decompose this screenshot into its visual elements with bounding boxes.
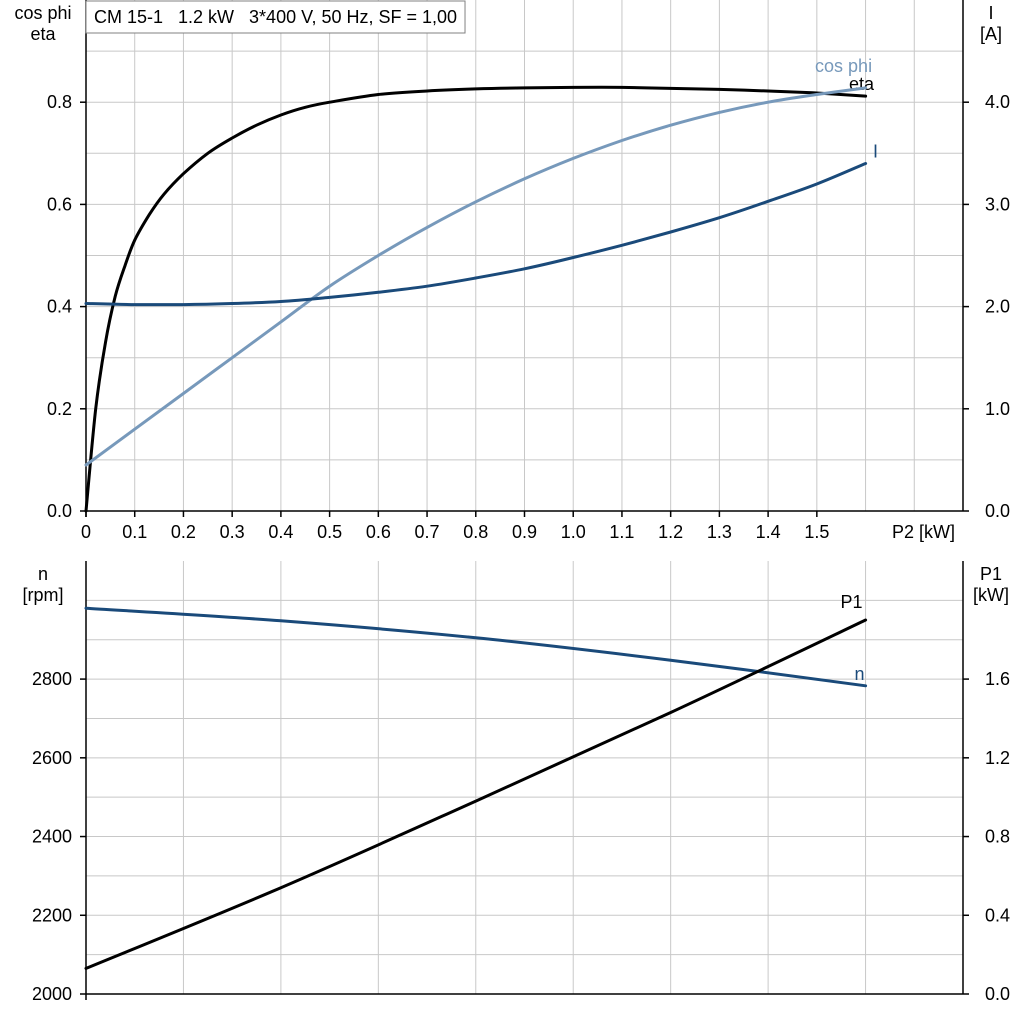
x-tick-label: 0.9 xyxy=(512,522,537,542)
chart-title-box: CM 15-1 1.2 kW 3*400 V, 50 Hz, SF = 1,00 xyxy=(85,0,466,34)
x-tick-label: 1.4 xyxy=(756,522,781,542)
right-axis-title-line: I xyxy=(988,3,993,23)
x-axis-title: P2 [kW] xyxy=(892,522,955,542)
left-tick-label: 2600 xyxy=(32,748,72,768)
x-tick-label: 1.5 xyxy=(804,522,829,542)
x-tick-label: 1.0 xyxy=(561,522,586,542)
chart-panel-top: 0.0 0.2 0.4 0.6 0.8 0.0 1.0 2.0 3.0 4.0 0 0.1 0.2 0.3… xyxy=(14,0,1010,542)
right-axis-title: P1 [kW] xyxy=(973,564,1009,605)
series-label-p1: P1 xyxy=(841,592,863,612)
right-tick-label: 0.0 xyxy=(985,501,1010,521)
right-tick-label: 3.0 xyxy=(985,194,1010,214)
left-tick-label: 2000 xyxy=(32,984,72,1004)
right-axis-title-line: P1 xyxy=(980,564,1002,584)
x-tick-label: 1.1 xyxy=(609,522,634,542)
left-tick-label: 0.4 xyxy=(47,297,72,317)
right-axis-title-line: [kW] xyxy=(973,585,1009,605)
right-axis-title: I [A] xyxy=(980,3,1002,44)
right-tick-label: 1.2 xyxy=(985,748,1010,768)
right-tick-label: 0.0 xyxy=(985,984,1010,1004)
right-tick-label: 0.4 xyxy=(985,905,1010,925)
x-tick-label: 0.6 xyxy=(366,522,391,542)
series-line-n xyxy=(84,606,868,688)
left-axis-title-line: cos phi xyxy=(14,3,71,23)
x-tick-label: 0.1 xyxy=(122,522,147,542)
x-tick-label: 0.3 xyxy=(220,522,245,542)
series-line-p1 xyxy=(84,618,868,970)
x-tick-label: 0.2 xyxy=(171,522,196,542)
right-tick-label: 4.0 xyxy=(985,92,1010,112)
left-tick-label: 0.0 xyxy=(47,501,72,521)
left-axis-title-line: [rpm] xyxy=(22,585,63,605)
chart-title-frame xyxy=(85,0,466,34)
left-axis-title-line: eta xyxy=(30,24,56,44)
left-tick-label: 2800 xyxy=(32,669,72,689)
series-line-cos-phi xyxy=(84,86,868,467)
x-tick-label: 1.3 xyxy=(707,522,732,542)
right-tick-label: 0.8 xyxy=(985,827,1010,847)
left-tick-label: 2400 xyxy=(32,827,72,847)
series-line-eta xyxy=(84,85,868,513)
x-tick-label: 0.8 xyxy=(463,522,488,542)
left-tick-label: 0.2 xyxy=(47,399,72,419)
x-tick-label: 0.7 xyxy=(415,522,440,542)
right-tick-label: 1.6 xyxy=(985,669,1010,689)
left-axis-title-line: n xyxy=(38,564,48,584)
chart-title: CM 15-1 1.2 kW 3*400 V, 50 Hz, SF = 1,00 xyxy=(94,7,457,27)
series-label-n: n xyxy=(855,664,865,684)
left-tick-label: 2200 xyxy=(32,905,72,925)
left-axis-title: n [rpm] xyxy=(22,564,63,605)
x-tick-label: 0 xyxy=(81,522,91,542)
x-tick-label: 0.5 xyxy=(317,522,342,542)
right-tick-label: 1.0 xyxy=(985,399,1010,419)
x-tick-label: 1.2 xyxy=(658,522,683,542)
series-line-i xyxy=(84,162,868,307)
left-tick-label: 0.6 xyxy=(47,194,72,214)
left-axis-title: cos phi eta xyxy=(14,3,71,44)
right-tick-label: 2.0 xyxy=(985,297,1010,317)
series-label-i: I xyxy=(873,142,878,162)
series-label-cos-phi: cos phi xyxy=(815,56,872,76)
left-tick-label: 0.8 xyxy=(47,92,72,112)
right-axis-title-line: [A] xyxy=(980,24,1002,44)
x-tick-label: 0.4 xyxy=(268,522,293,542)
